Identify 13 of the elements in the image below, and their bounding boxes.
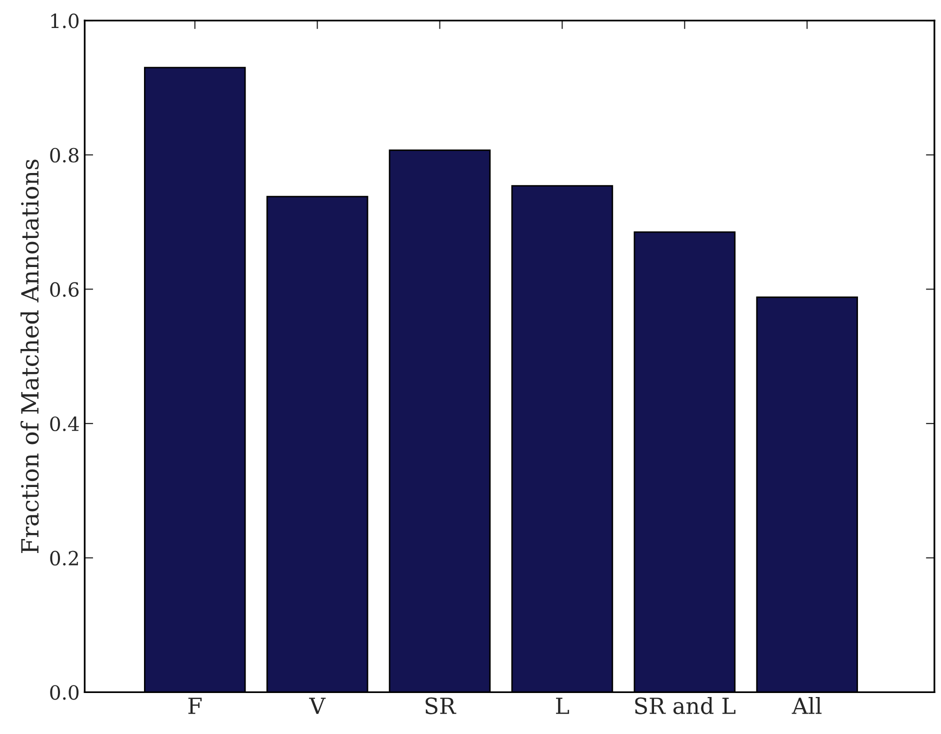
x-tick-label: L <box>556 698 570 714</box>
x-tick-label: SR <box>426 697 456 714</box>
x-tick-label: V <box>309 698 326 714</box>
y-tick-label: 0.4 <box>50 416 79 432</box>
y-tick-label: 0.6 <box>50 282 79 297</box>
y-tick-label: 0.0 <box>50 685 79 700</box>
x-tick-label: SR and L <box>635 697 736 714</box>
y-tick-label: 0.2 <box>50 550 78 566</box>
x-tick-label: F <box>188 698 202 714</box>
x-tick-label: All <box>792 697 822 714</box>
y-tick-label: 0.8 <box>50 148 79 163</box>
y-axis-title: Fraction of Matched Annotations <box>20 160 39 554</box>
y-tick-label: 1.0 <box>51 14 79 28</box>
